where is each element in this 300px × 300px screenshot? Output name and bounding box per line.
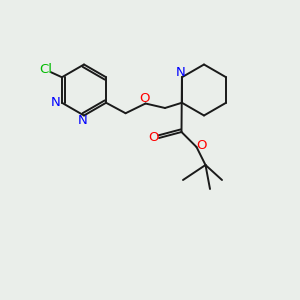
Text: N: N <box>78 114 87 128</box>
Text: O: O <box>197 139 207 152</box>
Text: N: N <box>50 96 60 109</box>
Text: O: O <box>148 131 159 144</box>
Text: N: N <box>176 66 185 79</box>
Text: Cl: Cl <box>39 63 52 76</box>
Text: O: O <box>139 92 149 105</box>
